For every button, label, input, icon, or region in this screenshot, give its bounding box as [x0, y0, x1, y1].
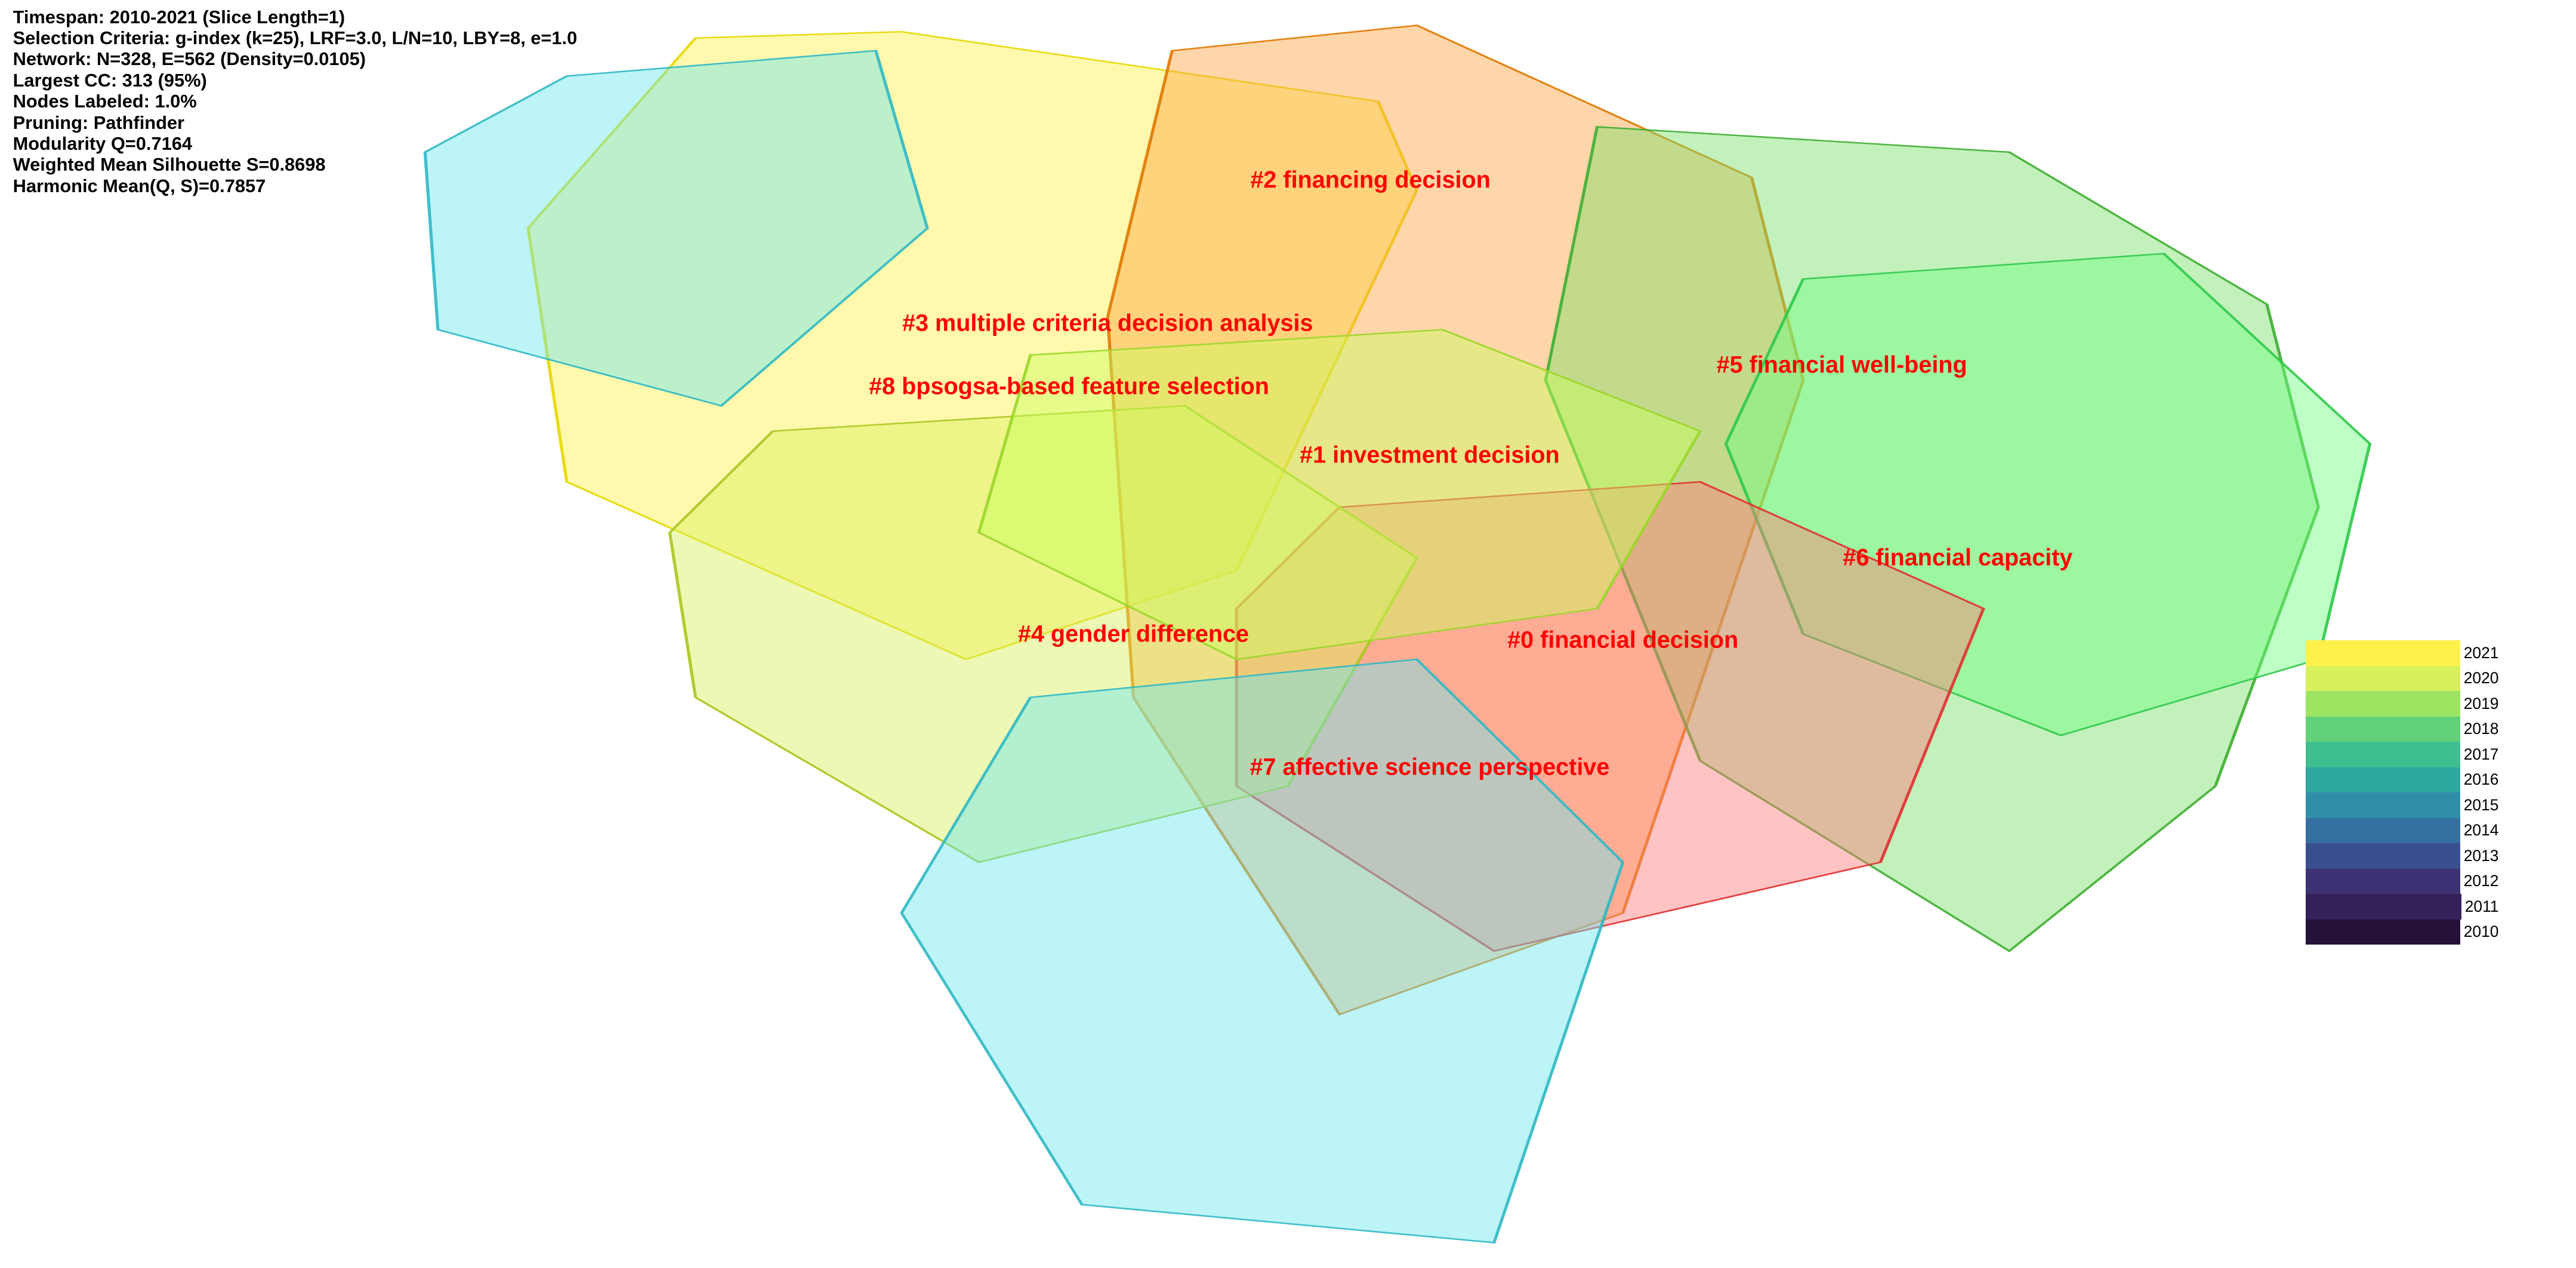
legend-swatch [2306, 717, 2460, 742]
meta-block: Timespan: 2010-2021 (Slice Length=1)Sele… [13, 7, 578, 197]
legend-row-2014: 2014 [2306, 818, 2499, 844]
legend-row-2018: 2018 [2306, 717, 2499, 742]
legend-swatch [2306, 666, 2460, 692]
legend-row-2012: 2012 [2306, 869, 2499, 894]
legend-year: 2019 [2464, 695, 2499, 713]
meta-line: Nodes Labeled: 1.0% [13, 91, 578, 112]
legend-row-2019: 2019 [2306, 691, 2499, 717]
meta-line: Largest CC: 313 (95%) [13, 70, 578, 91]
meta-line: Harmonic Mean(Q, S)=0.7857 [13, 175, 578, 196]
legend-year: 2020 [2464, 669, 2499, 687]
legend-swatch [2306, 869, 2460, 894]
legend-row-2010: 2010 [2306, 920, 2499, 945]
legend-row-2017: 2017 [2306, 742, 2499, 767]
legend-year: 2010 [2464, 923, 2499, 941]
legend-swatch [2306, 691, 2460, 717]
meta-line: Pruning: Pathfinder [13, 112, 578, 133]
meta-line: Timespan: 2010-2021 (Slice Length=1) [13, 7, 578, 27]
legend-year: 2018 [2464, 720, 2499, 738]
legend-swatch [2306, 792, 2460, 818]
diagram-canvas: Timespan: 2010-2021 (Slice Length=1)Sele… [0, 0, 2576, 1268]
legend-year: 2017 [2464, 745, 2499, 764]
legend-row-2020: 2020 [2306, 666, 2499, 692]
meta-line: Network: N=328, E=562 (Density=0.0105) [13, 48, 578, 69]
legend-year: 2012 [2464, 872, 2499, 890]
legend-year: 2021 [2464, 644, 2499, 662]
year-legend: 2021 2020 2019 2018 2017 2016 2015 2014 2013 2012… [2306, 640, 2499, 945]
legend-year: 2011 [2465, 897, 2499, 916]
legend-year: 2015 [2464, 796, 2499, 815]
legend-year: 2014 [2464, 821, 2499, 840]
meta-line: Selection Criteria: g-index (k=25), LRF=… [13, 27, 578, 48]
legend-swatch [2306, 742, 2460, 767]
legend-row-2021: 2021 [2306, 640, 2499, 666]
legend-swatch [2306, 920, 2460, 945]
legend-swatch [2306, 894, 2461, 920]
meta-line: Modularity Q=0.7164 [13, 133, 578, 154]
legend-swatch [2306, 767, 2460, 793]
meta-line: Weighted Mean Silhouette S=0.8698 [13, 154, 578, 175]
legend-year: 2013 [2464, 847, 2499, 865]
legend-row-2016: 2016 [2306, 767, 2499, 793]
legend-swatch [2306, 640, 2460, 666]
legend-row-2011: 2011 [2306, 894, 2499, 920]
legend-row-2015: 2015 [2306, 792, 2499, 818]
legend-year: 2016 [2464, 770, 2499, 789]
legend-swatch [2306, 843, 2460, 869]
legend-row-2013: 2013 [2306, 843, 2499, 869]
legend-swatch [2306, 818, 2460, 844]
